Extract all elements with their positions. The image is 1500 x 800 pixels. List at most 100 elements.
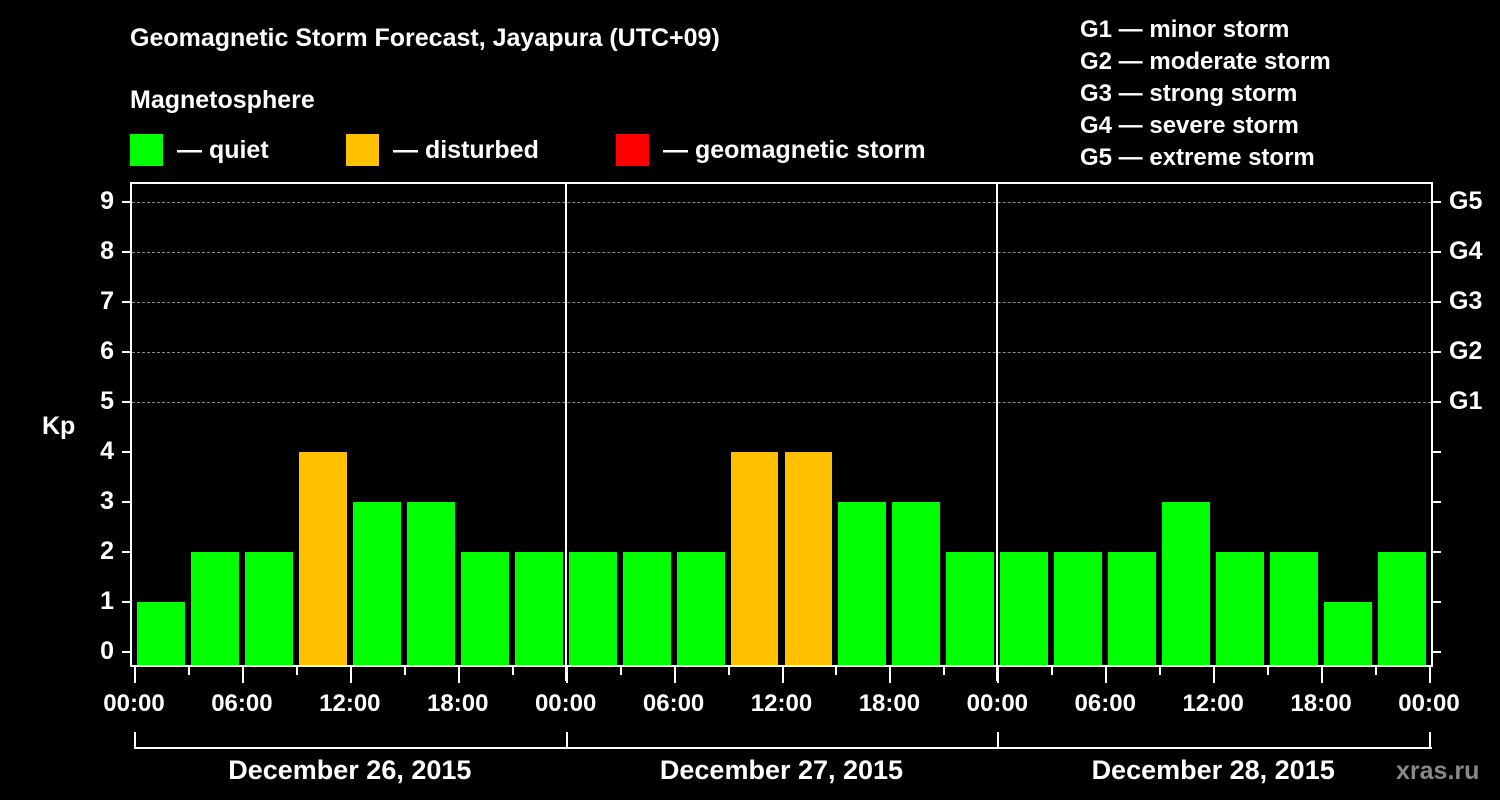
y-axis-label: Kp — [42, 412, 76, 440]
bar-quiet — [1324, 602, 1373, 665]
x-tick — [1429, 667, 1431, 683]
x-tick-label: 18:00 — [427, 690, 489, 717]
y-tick-right — [1433, 351, 1441, 353]
g-scale-label: G1 — [1449, 387, 1483, 415]
x-tick — [835, 667, 838, 675]
y-tick-right — [1433, 401, 1441, 403]
bar-quiet — [406, 502, 455, 665]
day-bracket-tick — [134, 732, 136, 748]
x-tick-label: 06:00 — [211, 690, 273, 717]
day-bracket-tick — [1429, 732, 1431, 748]
x-tick-label: 12:00 — [1182, 690, 1244, 717]
x-tick-label: 06:00 — [642, 690, 705, 717]
day-divider — [564, 184, 567, 681]
y-tick-right — [1433, 251, 1441, 253]
x-tick-label: 00:00 — [534, 690, 597, 717]
x-tick — [673, 667, 676, 683]
y-tick-label: 1 — [100, 587, 114, 615]
x-tick — [134, 667, 136, 683]
g-scale-legend: G1 — minor storm G2 — moderate storm G3 … — [1080, 14, 1331, 174]
y-tick — [122, 201, 130, 203]
y-tick — [122, 501, 130, 503]
bar-quiet — [1378, 552, 1426, 665]
x-tick-label: 00:00 — [1398, 690, 1460, 717]
g-legend-item: G5 — extreme storm — [1080, 144, 1315, 171]
x-tick — [403, 667, 406, 675]
day-bracket-tick — [997, 732, 1000, 748]
day-bracket — [134, 747, 1432, 749]
legend-swatch-quiet — [130, 134, 163, 166]
gridline — [132, 352, 1431, 353]
gridline — [132, 402, 1431, 403]
g-scale-label: G3 — [1449, 287, 1483, 315]
y-tick-label: 6 — [100, 337, 114, 365]
plot-area — [130, 182, 1433, 681]
legend-storm: — geomagnetic storm — [616, 134, 926, 166]
x-tick — [1267, 667, 1270, 675]
x-tick-label: 00:00 — [103, 690, 165, 717]
watermark: xras.ru — [1396, 757, 1480, 785]
bar-quiet — [460, 552, 509, 665]
x-tick — [1321, 667, 1324, 683]
g-scale-label: G5 — [1449, 187, 1483, 215]
bar-quiet — [1000, 552, 1049, 665]
x-tick — [241, 667, 244, 683]
x-tick — [187, 667, 190, 675]
legend-label: — quiet — [177, 135, 269, 164]
g-scale-label: G2 — [1449, 337, 1483, 365]
legend-swatch-disturbed — [346, 134, 379, 166]
x-tick — [727, 667, 730, 675]
legend-quiet: — quiet — [130, 134, 269, 166]
y-tick-right — [1433, 451, 1441, 453]
x-tick — [295, 667, 298, 675]
x-tick — [619, 667, 622, 675]
y-tick-label: 7 — [100, 287, 114, 315]
day-label: December 27, 2015 — [659, 755, 904, 785]
x-tick — [565, 667, 568, 683]
bar-disturbed — [298, 452, 347, 665]
x-tick-label: 12:00 — [319, 690, 381, 717]
g-legend-item: G3 — strong storm — [1080, 80, 1298, 107]
y-tick-right — [1433, 201, 1441, 203]
x-tick-label: 12:00 — [750, 690, 813, 717]
g-scale-label: G4 — [1449, 237, 1483, 265]
x-tick-label: 00:00 — [966, 690, 1029, 717]
bar-quiet — [244, 552, 293, 665]
y-tick-right — [1433, 651, 1441, 653]
day-divider — [996, 184, 999, 681]
bar-quiet — [1270, 552, 1319, 665]
bar-quiet — [676, 552, 725, 665]
x-tick — [943, 667, 946, 675]
chart-title: Geomagnetic Storm Forecast, Jayapura (UT… — [130, 24, 720, 52]
day-label: December 26, 2015 — [228, 755, 472, 785]
bar-quiet — [1108, 552, 1157, 665]
x-tick — [1375, 667, 1378, 675]
y-tick-label: 2 — [100, 537, 114, 565]
y-tick-label: 5 — [100, 387, 114, 415]
x-tick — [1159, 667, 1162, 675]
y-tick-right — [1433, 301, 1441, 303]
g-legend-item: G4 — severe storm — [1080, 112, 1299, 139]
g-legend-item: G2 — moderate storm — [1080, 48, 1331, 75]
bar-quiet — [1162, 502, 1211, 665]
y-tick-label: 9 — [100, 187, 114, 215]
y-tick — [122, 601, 130, 603]
chart-subtitle: Magnetosphere — [130, 86, 315, 114]
bar-quiet — [1054, 552, 1103, 665]
y-tick-label: 4 — [100, 437, 114, 465]
legend-swatch-storm — [616, 134, 649, 166]
y-tick — [122, 351, 130, 353]
gridline — [132, 202, 1431, 203]
x-tick-label: 06:00 — [1074, 690, 1136, 717]
y-tick-label: 3 — [100, 487, 114, 515]
bar-quiet — [352, 502, 401, 665]
x-tick — [997, 667, 1000, 683]
x-tick-label: 18:00 — [858, 690, 921, 717]
y-tick — [122, 651, 130, 653]
y-tick — [122, 251, 130, 253]
y-tick-label: 8 — [100, 237, 114, 265]
day-label: December 28, 2015 — [1091, 755, 1335, 785]
bar-quiet — [1216, 552, 1265, 665]
bar-quiet — [622, 552, 671, 665]
bar-quiet — [568, 552, 617, 665]
